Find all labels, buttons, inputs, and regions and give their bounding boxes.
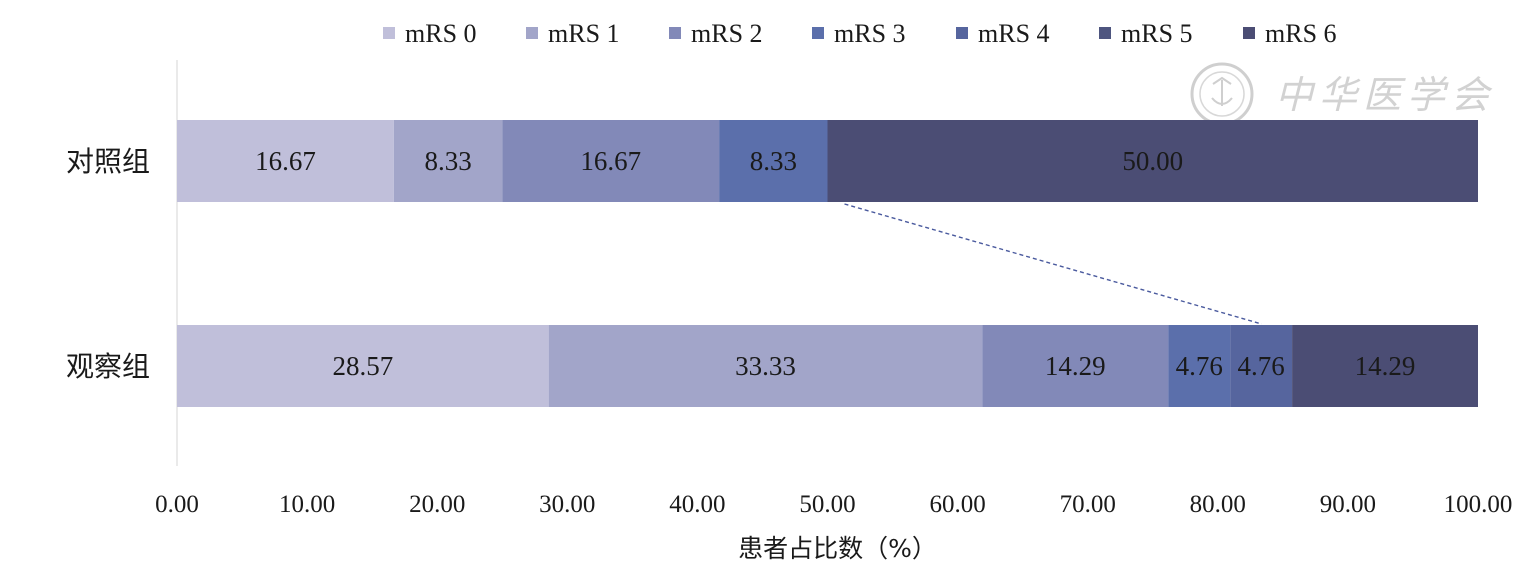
x-tick-label: 100.00 <box>1444 491 1513 518</box>
bar-segment-mrs-3 <box>1168 325 1231 407</box>
bar-segment-mrs-3 <box>719 120 828 202</box>
bar-segment-mrs-6 <box>827 120 1478 202</box>
x-tick-label: 80.00 <box>1190 491 1246 518</box>
bar-segment-mrs-0 <box>177 325 549 407</box>
data-label: 4.76 <box>1237 351 1284 381</box>
y-category-label: 对照组 <box>66 145 150 178</box>
legend-label-mrs-6: mRS 6 <box>1265 19 1337 48</box>
data-label: 14.29 <box>1355 351 1416 381</box>
seal-anchor-glyph <box>1211 76 1233 106</box>
x-tick-label: 70.00 <box>1060 491 1116 518</box>
bar-segment-mrs-6 <box>1292 325 1478 407</box>
legend-swatch-mrs-0 <box>383 27 395 39</box>
legend-swatch-mrs-1 <box>526 27 538 39</box>
bar-segment-mrs-0 <box>177 120 394 202</box>
data-label: 16.67 <box>255 146 316 176</box>
watermark: 中华医学会 <box>1190 62 1495 126</box>
bars <box>177 120 1478 407</box>
legend-label-mrs-3: mRS 3 <box>834 19 906 48</box>
legend-label-mrs-0: mRS 0 <box>405 19 477 48</box>
x-tick-label: 10.00 <box>279 491 335 518</box>
bar-segment-mrs-2 <box>502 120 720 202</box>
bar-segment-mrs-2 <box>982 325 1169 407</box>
legend-swatch-mrs-6 <box>1243 27 1255 39</box>
legend-swatch-mrs-3 <box>812 27 824 39</box>
bar-segment-mrs-1 <box>393 120 503 202</box>
connector <box>844 203 1262 325</box>
data-label: 8.33 <box>750 146 797 176</box>
x-tick-label: 20.00 <box>409 491 465 518</box>
data-label: 16.67 <box>580 146 641 176</box>
legend-swatch-mrs-2 <box>669 27 681 39</box>
data-label: 14.29 <box>1045 351 1106 381</box>
data-label: 8.33 <box>424 146 471 176</box>
legend-label-mrs-5: mRS 5 <box>1121 19 1193 48</box>
x-tick-label: 90.00 <box>1320 491 1376 518</box>
axes: 0.00 10.00 20.00 30.00 40.00 50.00 60.00 70.00 8… <box>66 60 1512 563</box>
x-tick-label: 40.00 <box>669 491 725 518</box>
connector-line <box>844 203 1262 325</box>
legend-label-mrs-2: mRS 2 <box>691 19 763 48</box>
data-label: 33.33 <box>735 351 796 381</box>
y-category-label: 观察组 <box>66 350 150 383</box>
legend-label-mrs-4: mRS 4 <box>978 19 1050 48</box>
x-tick-label: 60.00 <box>929 491 985 518</box>
x-tick-label: 30.00 <box>539 491 595 518</box>
x-tick-label: 0.00 <box>155 491 199 518</box>
bar-segment-mrs-4 <box>1230 325 1293 407</box>
data-labels: 16.67 8.33 16.67 8.33 50.00 28.57 33.33 14.29 4.… <box>255 146 1415 381</box>
legend: mRS 0 mRS 1 mRS 2 mRS 3 mRS 4 mRS 5 mRS 6 <box>383 19 1337 48</box>
x-tick-label: 50.00 <box>799 491 855 518</box>
legend-swatch-mrs-5 <box>1099 27 1111 39</box>
seal-inner-ring <box>1199 71 1245 117</box>
legend-label-mrs-1: mRS 1 <box>548 19 620 48</box>
legend-swatch-mrs-4 <box>956 27 968 39</box>
x-axis-title: 患者占比数（%） <box>738 534 937 563</box>
watermark-text: 中华医学会 <box>1275 73 1495 117</box>
bar-segment-mrs-1 <box>548 325 983 407</box>
data-label: 50.00 <box>1122 146 1183 176</box>
data-label: 4.76 <box>1176 351 1223 381</box>
data-label: 28.57 <box>332 351 393 381</box>
